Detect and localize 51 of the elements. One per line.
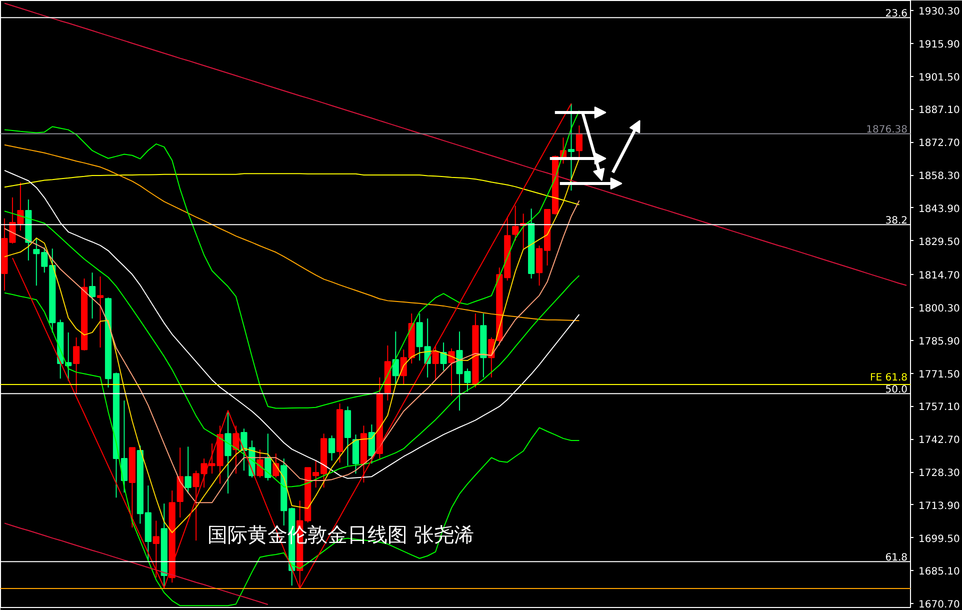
candlestick (392, 331, 399, 386)
candlestick (256, 449, 264, 478)
y-tick-label: 1685.10 (918, 566, 960, 578)
y-tick-label: 1915.90 (918, 39, 960, 50)
annotation: FE 61.8 (870, 372, 908, 384)
line-series (4, 2, 908, 286)
y-tick-label: 1713.90 (918, 500, 960, 512)
y-tick-label: 1829.50 (918, 236, 960, 248)
candlestick (568, 103, 575, 192)
annotation: 50.0 (885, 384, 908, 396)
line-series (4, 292, 580, 606)
annotation: 38.2 (885, 216, 908, 227)
candlestick (184, 446, 192, 494)
candlestick (328, 434, 336, 462)
line-series (4, 173, 580, 206)
y-tick-label: 1670.70 (918, 600, 960, 610)
y-tick-label: 1858.30 (918, 171, 960, 182)
y-tick-label: 1901.50 (918, 72, 960, 84)
candlestick (89, 272, 96, 320)
candlestick (232, 425, 240, 474)
line-series (4, 522, 268, 606)
candlestick (96, 276, 104, 348)
y-tick-label: 1800.30 (918, 304, 960, 315)
candlestick (368, 424, 375, 464)
y-tick-label: 1814.70 (918, 270, 960, 282)
candlestick (512, 205, 519, 242)
y-tick-label: 1728.30 (918, 468, 960, 480)
y-tick-label: 1742.70 (918, 435, 960, 446)
y-tick-label: 1930.30 (918, 6, 960, 18)
candlestick (264, 433, 272, 481)
y-tick-label: 1757.10 (918, 402, 960, 414)
y-tick-label: 1785.90 (918, 336, 960, 348)
y-tick-label: 1872.70 (918, 138, 960, 150)
candlestick (224, 410, 232, 494)
y-tick-label: 1771.50 (918, 369, 960, 380)
candlestick (448, 348, 455, 396)
line-series (4, 110, 580, 409)
line-series (12, 103, 572, 590)
y-tick-label: 1887.10 (918, 105, 960, 116)
candlestick (440, 342, 447, 372)
annotation: 23.6 (885, 8, 908, 20)
candlestick (120, 400, 128, 494)
ref-line-label: 1876.38 (866, 124, 908, 136)
annotation: 61.8 (885, 552, 908, 564)
candlestick (352, 434, 360, 474)
line-series (4, 144, 580, 322)
candlestick (152, 520, 160, 578)
y-tick-label: 1699.50 (918, 534, 960, 545)
candlestick (576, 124, 583, 160)
candlestick (432, 344, 439, 382)
y-tick-label: 1843.90 (918, 204, 960, 215)
